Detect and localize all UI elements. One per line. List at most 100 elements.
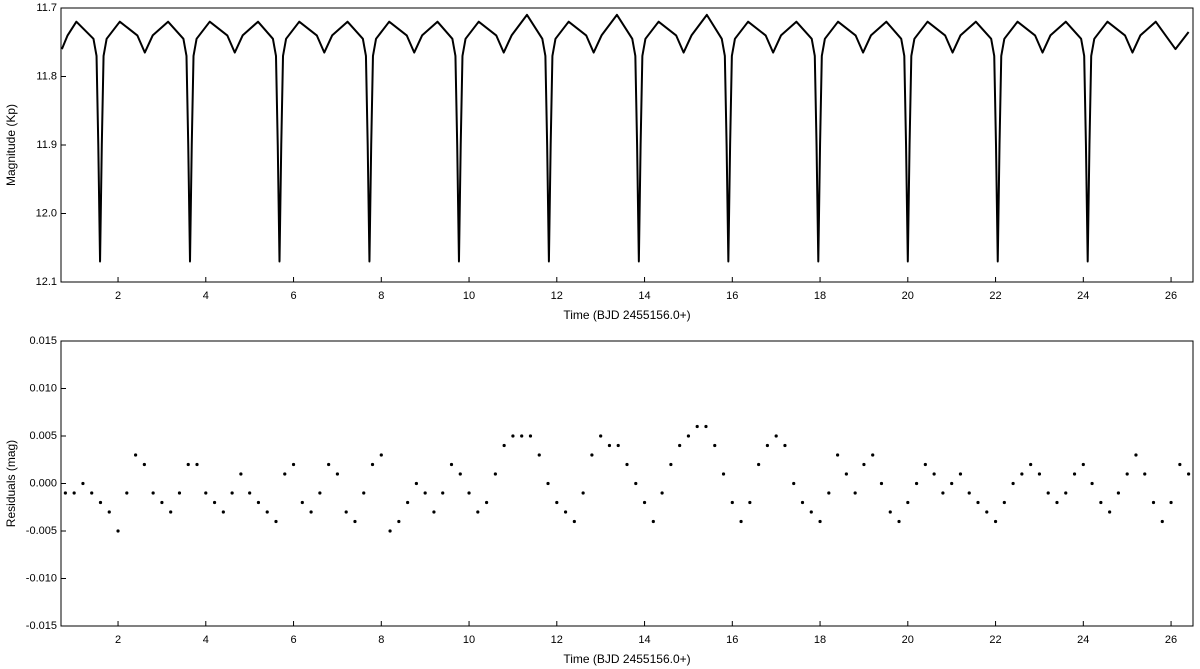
residual-point	[669, 462, 673, 467]
residual-point	[177, 491, 182, 495]
residual-point	[441, 491, 445, 495]
residual-point	[1072, 472, 1077, 476]
plot-frame	[60, 340, 1194, 627]
residual-point	[616, 443, 620, 448]
residual-point	[739, 519, 743, 524]
residual-point	[853, 491, 857, 495]
residual-point	[809, 510, 813, 514]
x-tick-label: 26	[1165, 290, 1177, 302]
residual-point	[493, 472, 497, 476]
residual-point	[827, 491, 831, 495]
residual-point	[1116, 491, 1121, 495]
residual-point	[63, 491, 67, 495]
residual-point	[871, 453, 875, 457]
light-curve	[60, 13, 1190, 263]
residual-point	[239, 472, 243, 476]
residual-point	[844, 472, 848, 476]
x-tick-label: 12	[551, 634, 563, 646]
residual-point	[476, 510, 480, 514]
residual-point	[1187, 472, 1191, 476]
y-tick-label: 11.9	[36, 139, 57, 151]
residual-point	[757, 462, 761, 467]
residual-point	[458, 472, 462, 476]
residual-point	[862, 462, 866, 467]
residual-point	[432, 510, 436, 514]
residual-point	[248, 491, 252, 495]
residual-point	[800, 500, 805, 505]
residual-point	[923, 462, 927, 467]
residual-point	[713, 443, 717, 448]
plot-frame	[60, 7, 1194, 283]
residual-point	[1081, 462, 1085, 467]
residual-point	[362, 491, 366, 495]
residual-point	[318, 491, 322, 495]
residual-point	[634, 481, 638, 486]
residual-point	[335, 472, 340, 476]
residual-point	[783, 443, 787, 448]
residual-point	[774, 434, 778, 438]
residual-point	[90, 491, 94, 495]
residual-point	[967, 491, 971, 495]
residual-point	[283, 472, 287, 476]
residual-point	[327, 462, 331, 467]
residual-point	[309, 510, 313, 514]
residual-point	[686, 434, 691, 438]
residual-point	[528, 434, 533, 438]
residual-point	[265, 510, 269, 514]
residual-point	[897, 519, 901, 524]
residual-point	[888, 510, 892, 514]
residual-point	[256, 500, 261, 505]
residual-point	[1002, 500, 1006, 505]
residual-point	[449, 462, 454, 467]
residual-point	[765, 443, 770, 448]
residual-point	[914, 481, 919, 486]
residual-point	[1169, 500, 1173, 505]
residual-point	[1134, 453, 1138, 457]
residual-point	[1055, 500, 1059, 505]
y-tick-label: -0.010	[26, 572, 57, 584]
residual-point	[204, 491, 208, 495]
residual-point	[300, 500, 304, 505]
residual-point	[116, 529, 120, 533]
residual-point	[221, 510, 225, 514]
residual-point	[414, 481, 418, 486]
residual-point	[1178, 462, 1182, 467]
residual-point	[555, 500, 559, 505]
residual-point	[581, 491, 585, 495]
residual-point	[1151, 500, 1156, 505]
x-tick-label: 20	[902, 634, 914, 646]
residual-point	[274, 519, 278, 524]
residual-point	[160, 500, 164, 505]
residual-point	[704, 424, 708, 429]
residual-point	[1029, 462, 1033, 467]
residual-point	[1064, 491, 1068, 495]
residual-point	[1090, 481, 1094, 486]
residual-point	[1099, 500, 1103, 505]
residual-point	[958, 472, 963, 476]
residual-point	[976, 500, 980, 505]
residual-point	[406, 500, 410, 505]
residual-point	[169, 510, 173, 514]
residual-point	[748, 500, 752, 505]
x-tick-label: 18	[814, 634, 826, 646]
x-tick-label: 22	[989, 290, 1001, 302]
residual-point	[906, 500, 910, 505]
residual-point	[344, 510, 348, 514]
residual-point	[792, 481, 796, 486]
x-tick-label: 24	[1077, 290, 1089, 302]
residual-point	[370, 462, 375, 467]
x-tick-label: 2	[115, 290, 121, 302]
residual-point	[572, 519, 576, 524]
x-tick-label: 4	[203, 634, 209, 646]
residual-point	[1125, 472, 1129, 476]
residual-point	[186, 462, 190, 467]
x-tick-label: 20	[902, 290, 914, 302]
x-tick-label: 2	[115, 634, 121, 646]
residual-point	[291, 462, 296, 467]
residual-point	[1046, 491, 1050, 495]
residual-point	[563, 510, 568, 514]
y-tick-label: -0.005	[26, 525, 57, 537]
x-tick-label: 10	[463, 290, 475, 302]
